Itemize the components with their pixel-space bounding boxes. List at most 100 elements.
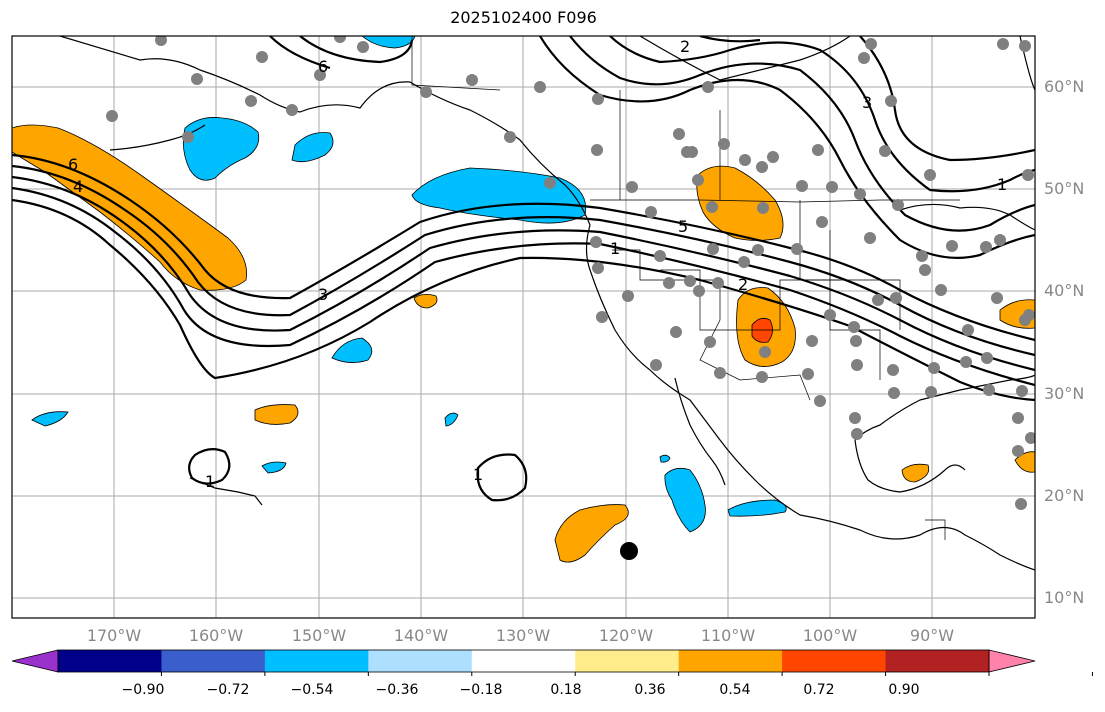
station-dot	[849, 412, 861, 424]
lat-label-10n: 10°N	[1044, 588, 1085, 607]
station-dot	[191, 73, 203, 85]
station-dot	[879, 145, 891, 157]
station-dot	[802, 368, 814, 380]
contour-label: 2	[738, 275, 748, 294]
station-dot	[357, 41, 369, 53]
colorbar-tick-label: −0.90	[121, 682, 165, 698]
contour-label: 1	[205, 472, 215, 491]
station-dot	[806, 335, 818, 347]
station-dot	[824, 309, 836, 321]
station-dot	[919, 264, 931, 276]
station-dot	[946, 240, 958, 252]
lon-label-150w: 150°W	[291, 626, 347, 645]
contour-label: 2	[680, 37, 690, 56]
station-dot	[1025, 432, 1035, 444]
colorbar-tick-label: 0.54	[719, 682, 751, 698]
contour-label-group: 6 4 3 1 5 2 6 2 1 1 1 3	[68, 37, 1007, 491]
station-dot	[596, 311, 608, 323]
colorbar-segment	[885, 650, 990, 672]
station-dot	[686, 146, 698, 158]
station-dot	[757, 202, 769, 214]
lon-label-170w: 170°W	[86, 626, 142, 645]
contour-label: 5	[678, 217, 688, 236]
lon-label-100w: 100°W	[802, 626, 858, 645]
station-dot	[858, 52, 870, 64]
lat-label-60n: 60°N	[1044, 77, 1085, 96]
contour-lines	[12, 36, 1035, 502]
station-dot	[854, 188, 866, 200]
colorbar-tick-label: −0.72	[206, 682, 250, 698]
station-dot	[991, 292, 1003, 304]
station-dot	[756, 161, 768, 173]
lon-label-130w: 130°W	[495, 626, 551, 645]
station-dot	[767, 151, 779, 163]
lat-label-30n: 30°N	[1044, 384, 1085, 403]
lon-label-90w: 90°W	[909, 626, 955, 645]
contour-label: 3	[318, 285, 328, 304]
station-dot	[848, 321, 860, 333]
station-dot	[704, 336, 716, 348]
colorbar-tick-label: 0.18	[550, 682, 582, 698]
station-dot	[888, 387, 900, 399]
station-dot	[983, 384, 995, 396]
station-dot	[544, 177, 556, 189]
station-dot	[645, 206, 657, 218]
station-dot	[1022, 169, 1034, 181]
station-dot	[654, 250, 666, 262]
station-dot	[812, 144, 824, 156]
station-dot	[622, 290, 634, 302]
station-dot	[935, 284, 947, 296]
station-dot	[706, 201, 718, 213]
station-dot	[796, 180, 808, 192]
station-dot	[756, 371, 768, 383]
station-dot	[714, 367, 726, 379]
station-dot	[684, 275, 696, 287]
station-dot	[692, 174, 704, 186]
station-dot	[994, 234, 1006, 246]
station-dot	[590, 236, 602, 248]
contour-label: 6	[318, 57, 328, 76]
colorbar-segment	[782, 650, 887, 672]
station-dot	[864, 232, 876, 244]
station-dot	[925, 386, 937, 398]
colorbar-segment	[58, 650, 162, 672]
station-dot	[872, 294, 884, 306]
station-dot	[739, 154, 751, 166]
station-dot	[718, 138, 730, 150]
station-dot	[887, 364, 899, 376]
lat-label-20n: 20°N	[1044, 486, 1085, 505]
station-dot	[592, 262, 604, 274]
contour-label: 4	[73, 177, 83, 196]
station-dot	[182, 131, 194, 143]
station-dot	[1015, 498, 1027, 510]
lon-label-160w: 160°W	[188, 626, 244, 645]
station-dot	[534, 81, 546, 93]
colorbar-extend-max	[988, 649, 1036, 673]
station-dot	[752, 244, 764, 256]
station-dot	[155, 36, 167, 46]
station-dot	[960, 356, 972, 368]
station-dot	[962, 324, 974, 336]
lon-label-140w: 140°W	[393, 626, 449, 645]
station-dot	[1023, 309, 1035, 321]
lon-label-110w: 110°W	[700, 626, 756, 645]
lat-label-40n: 40°N	[1044, 281, 1085, 300]
station-dot	[693, 285, 705, 297]
station-dot	[924, 169, 936, 181]
station-dot	[702, 81, 714, 93]
station-dot	[245, 95, 257, 107]
contour-label: 1	[997, 175, 1007, 194]
colorbar-tick-label: −0.36	[375, 682, 419, 698]
station-dot	[1016, 385, 1028, 397]
lon-label-120w: 120°W	[598, 626, 654, 645]
station-dot	[707, 243, 719, 255]
colorbar-segment	[161, 650, 266, 672]
contour-label: 6	[68, 155, 78, 174]
station-dot	[1012, 445, 1024, 457]
station-dot	[670, 326, 682, 338]
station-dot	[997, 38, 1009, 50]
station-dot	[850, 335, 862, 347]
colorbar-segment	[264, 650, 369, 672]
station-dot	[928, 362, 940, 374]
colorbar-frame	[57, 649, 990, 673]
